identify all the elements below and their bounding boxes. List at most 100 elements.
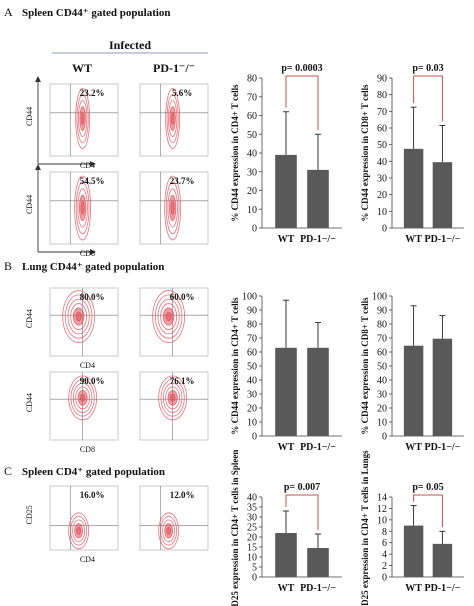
y-tick-label: 0: [252, 573, 257, 584]
contour-ring: [160, 515, 178, 546]
y-tick-label: 35: [247, 503, 257, 514]
bar: [403, 148, 424, 228]
gate-percent: 90.0%: [80, 376, 105, 386]
y-tick-label: 40: [377, 376, 387, 387]
contour-ring: [154, 294, 183, 339]
section-letter: B: [4, 259, 12, 273]
y-tick-label: 2: [382, 561, 387, 572]
y-tick-label: 70: [247, 334, 257, 345]
flow-panel: 5.6%: [139, 83, 209, 157]
y-tick-label: 30: [247, 513, 257, 524]
x-category-label: PD-1−/−: [300, 583, 336, 594]
gate-percent: 16.0%: [80, 490, 105, 500]
y-tick-label: 40: [247, 493, 257, 504]
bar-chart: 0 10 20 30 40 50 60 70 80 90 100% CD44 expression …: [360, 292, 464, 453]
panel-frame: [49, 485, 119, 551]
flow-panel: 23.2% CD44 CD4: [25, 76, 119, 170]
bar: [307, 169, 329, 228]
contour-ring: [166, 526, 172, 535]
contour-ring: [162, 382, 183, 413]
y-tick-label: 60: [247, 111, 257, 122]
panel-frame: [139, 485, 209, 551]
contour-ring: [164, 175, 182, 241]
panel-frame: [49, 287, 119, 357]
y-tick-label: 80: [377, 320, 387, 331]
contour-ring: [64, 294, 93, 339]
y-tick-label: 50: [377, 140, 387, 151]
y-tick-label: 15: [247, 543, 257, 554]
x-category-label: PD-1−/−: [424, 583, 460, 594]
bar: [432, 543, 453, 577]
p-value-label: p= 0.03: [412, 63, 443, 74]
y-tick-label: 40: [377, 157, 387, 168]
y-axis-label: % CD44 expression in CD4+ T cells: [230, 84, 240, 222]
y-tick-label: 10: [377, 515, 387, 526]
y-axis-label: % CD25 expression in CD4+ T cells in Lun…: [360, 450, 370, 606]
contour-ring: [75, 88, 91, 149]
y-tick-label: 70: [377, 334, 387, 345]
y-tick-label: 10: [377, 207, 387, 218]
y-tick-label: 80: [247, 74, 257, 85]
bar: [432, 162, 453, 228]
y-axis-label: % CD44 expression in CD4+ T cells: [230, 297, 240, 435]
y-tick-label: 50: [247, 130, 257, 141]
y-tick-label: 60: [377, 348, 387, 359]
y-tick-label: 30: [377, 390, 387, 401]
y-tick-label: 10: [247, 205, 257, 216]
section-title: Spleen CD4⁺ gated population: [22, 466, 165, 478]
contour-ring: [160, 379, 185, 417]
contour-ring: [78, 100, 88, 137]
y-tick-label: 50: [247, 362, 257, 373]
panel-frame: [139, 287, 209, 357]
bar: [432, 338, 453, 436]
section-b-header: B Lung CD44⁺ gated population: [4, 259, 164, 273]
y-tick-label: 0: [382, 432, 387, 443]
y-tick-label: 20: [247, 186, 257, 197]
flow-panel: 54.5% CD44 CD8: [25, 164, 119, 258]
bar-chart: 0 10 20 30 40 50 60 70 80 % CD44 expression in CD…: [230, 63, 342, 245]
contour-ring: [75, 311, 82, 322]
contour-ring: [77, 188, 88, 228]
gate-percent: 76.1%: [170, 376, 195, 386]
contour-ring: [72, 519, 86, 543]
gate-percent: 23.7%: [170, 176, 195, 186]
contour-ring: [165, 386, 181, 410]
y-tick-label: 90: [377, 306, 387, 317]
y-tick-label: 40: [247, 376, 257, 387]
flow-panel: 23.7%: [139, 171, 209, 245]
section-a-header: A Spleen CD44⁺ gated population: [4, 5, 171, 19]
contour-ring: [70, 515, 88, 546]
section-title: Spleen CD44⁺ gated population: [22, 7, 171, 19]
contour-ring: [72, 382, 93, 413]
y-tick-label: 10: [377, 418, 387, 429]
y-tick-label: 14: [377, 493, 387, 504]
x-marker-label: CD4: [80, 555, 95, 564]
contour-ring: [80, 112, 85, 125]
significance-bracket: [285, 75, 319, 131]
y-tick-label: 0: [252, 432, 257, 443]
y-axis-label: % CD44 expression in CD8+ T cells: [360, 297, 370, 435]
y-tick-label: 8: [382, 527, 387, 538]
y-tick-label: 25: [247, 523, 257, 534]
y-tick-label: 0: [382, 224, 387, 235]
section-letter: C: [4, 464, 12, 478]
y-marker-label: CD44: [25, 309, 34, 328]
y-tick-label: 90: [377, 74, 387, 85]
bar: [275, 347, 297, 436]
y-tick-label: 20: [247, 533, 257, 544]
x-category-label: PD-1−/−: [424, 234, 460, 245]
contour-ring: [170, 112, 175, 125]
y-tick-label: 80: [377, 90, 387, 101]
section-letter: A: [4, 5, 13, 19]
contour-ring: [158, 375, 188, 421]
contour-ring: [80, 201, 85, 215]
y-tick-label: 30: [377, 174, 387, 185]
section-c-header: C Spleen CD4⁺ gated population: [4, 464, 165, 478]
column-label-pd1: PD-1⁻/⁻: [153, 61, 195, 75]
p-value-label: p= 0.05: [412, 482, 443, 493]
y-tick-label: 10: [247, 553, 257, 564]
column-label-wt: WT: [72, 61, 92, 75]
arrow-head: [35, 164, 41, 170]
